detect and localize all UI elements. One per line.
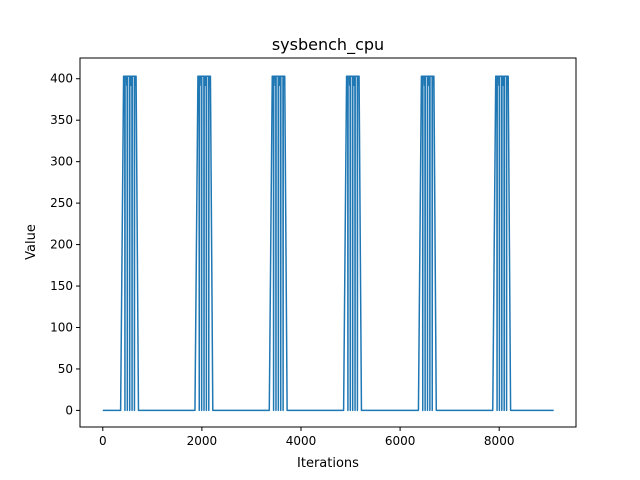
series-line: [102, 75, 554, 412]
chart-title: sysbench_cpu: [272, 35, 384, 55]
y-tick-label: 150: [50, 279, 73, 293]
x-tick-label: 4000: [286, 434, 317, 448]
x-tick-label: 8000: [484, 434, 515, 448]
y-tick-label: 200: [50, 238, 73, 252]
x-tick-label: 2000: [187, 434, 218, 448]
y-axis-label: Value: [24, 224, 39, 260]
x-axis: 0 2000 4000 6000 8000: [99, 427, 514, 448]
y-axis: 0 50 100 150 200 250 300 350 400: [50, 72, 80, 417]
y-tick-label: 300: [50, 155, 73, 169]
y-tick-label: 50: [58, 362, 73, 376]
x-tick-label: 0: [99, 434, 107, 448]
y-tick-label: 250: [50, 196, 73, 210]
y-tick-label: 0: [65, 403, 73, 417]
plot-frame: [79, 57, 577, 428]
y-tick-label: 400: [50, 72, 73, 86]
y-tick-label: 100: [50, 320, 73, 334]
y-tick-label: 350: [50, 113, 73, 127]
x-axis-label: Iterations: [297, 456, 359, 471]
x-tick-label: 6000: [385, 434, 416, 448]
plot-area: [102, 75, 554, 412]
